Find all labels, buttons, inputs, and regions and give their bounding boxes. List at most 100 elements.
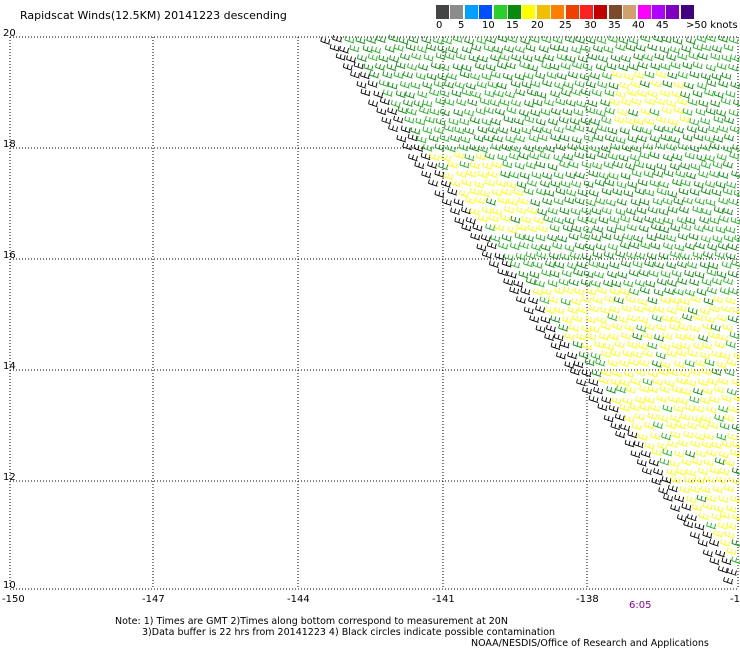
wind-barb	[581, 161, 592, 169]
wind-barb	[692, 61, 703, 70]
wind-barb	[570, 207, 581, 216]
wind-barb	[515, 45, 525, 54]
wind-barb	[428, 134, 439, 143]
wind-barb	[624, 415, 635, 423]
wind-barb	[709, 539, 719, 547]
wind-barb	[702, 251, 713, 259]
wind-barb	[637, 61, 648, 70]
wind-barb	[628, 36, 639, 45]
wind-barb	[564, 361, 575, 369]
wind-barb	[713, 385, 724, 394]
wind-barb	[694, 405, 704, 413]
wind-barb	[725, 225, 736, 234]
wind-barb	[558, 278, 569, 286]
colorbar-swatch	[450, 5, 464, 19]
wind-barb	[502, 72, 513, 81]
wind-barb	[681, 503, 692, 511]
wind-barb	[507, 226, 518, 234]
wind-barb	[598, 262, 609, 270]
wind-barb	[691, 503, 702, 512]
wind-barb	[395, 61, 406, 70]
wind-barb	[612, 369, 623, 378]
wind-barb	[653, 468, 664, 476]
wind-barb	[571, 136, 582, 144]
wind-barb	[712, 45, 722, 53]
wind-barb	[550, 107, 561, 116]
wind-barb	[629, 288, 640, 296]
wind-barb	[435, 52, 446, 61]
wind-barb	[591, 234, 602, 242]
wind-barb	[632, 350, 643, 359]
wind-barb	[713, 206, 724, 214]
wind-barb	[606, 386, 617, 394]
wind-barb	[542, 172, 553, 180]
wind-barb	[459, 190, 469, 198]
wind-barb	[506, 271, 517, 279]
lat-tick-label: 14	[3, 361, 16, 372]
wind-barb	[535, 325, 546, 333]
wind-barb	[465, 216, 476, 225]
wind-barb	[411, 52, 422, 61]
wind-barb	[604, 178, 615, 187]
wind-barb	[339, 46, 349, 54]
wind-barb	[470, 232, 481, 241]
wind-barb	[719, 422, 730, 430]
wind-barb	[518, 109, 529, 117]
wind-barb	[568, 278, 579, 287]
wind-barb	[542, 197, 553, 206]
wind-barb	[569, 367, 580, 376]
wind-barb	[655, 142, 666, 150]
wind-barb	[450, 179, 461, 188]
wind-barb	[702, 387, 713, 395]
wind-barb	[558, 44, 569, 53]
wind-barb	[669, 162, 680, 171]
wind-barb	[528, 134, 539, 143]
wind-barb	[510, 145, 521, 153]
wind-barb	[604, 343, 615, 351]
wind-barb	[549, 43, 560, 52]
colorbar-label: 10	[482, 20, 495, 31]
wind-barb	[474, 181, 485, 189]
wind-barb	[694, 224, 704, 233]
wind-barb	[609, 287, 620, 296]
wind-barb	[684, 152, 695, 160]
wind-barb	[607, 359, 618, 367]
wind-barb	[666, 261, 677, 270]
wind-barb	[632, 332, 643, 341]
wind-barb	[676, 304, 687, 312]
wind-barb	[471, 44, 482, 52]
wind-barb	[718, 35, 729, 43]
wind-barb	[459, 160, 470, 169]
wind-barb	[382, 89, 393, 97]
wind-barb	[642, 331, 653, 340]
wind-barb	[572, 340, 583, 349]
wind-barb	[565, 171, 576, 180]
wind-barb	[556, 72, 567, 81]
wind-barb	[591, 207, 602, 215]
wind-barb	[701, 367, 712, 376]
wind-barb	[731, 259, 740, 268]
wind-barb	[679, 206, 689, 214]
wind-barb	[720, 539, 731, 547]
wind-barb	[675, 421, 686, 430]
wind-barb	[390, 100, 401, 108]
wind-barb	[631, 169, 642, 178]
wind-barb	[584, 243, 595, 251]
wind-barb	[506, 181, 517, 189]
wind-barb	[426, 43, 436, 52]
wind-barb	[548, 118, 558, 126]
wind-barb	[596, 286, 607, 295]
wind-barb	[723, 43, 734, 52]
wind-barb	[706, 79, 717, 88]
wind-barb	[630, 377, 641, 386]
wind-barb	[684, 359, 695, 368]
wind-barb	[461, 178, 472, 187]
wind-barb	[528, 296, 538, 305]
wind-barb	[674, 450, 685, 459]
wind-barb	[710, 52, 721, 61]
wind-barb	[670, 475, 681, 484]
wind-barb	[642, 378, 653, 386]
wind-barb	[709, 170, 720, 178]
wind-barb	[610, 378, 621, 387]
wind-barb	[501, 144, 512, 152]
